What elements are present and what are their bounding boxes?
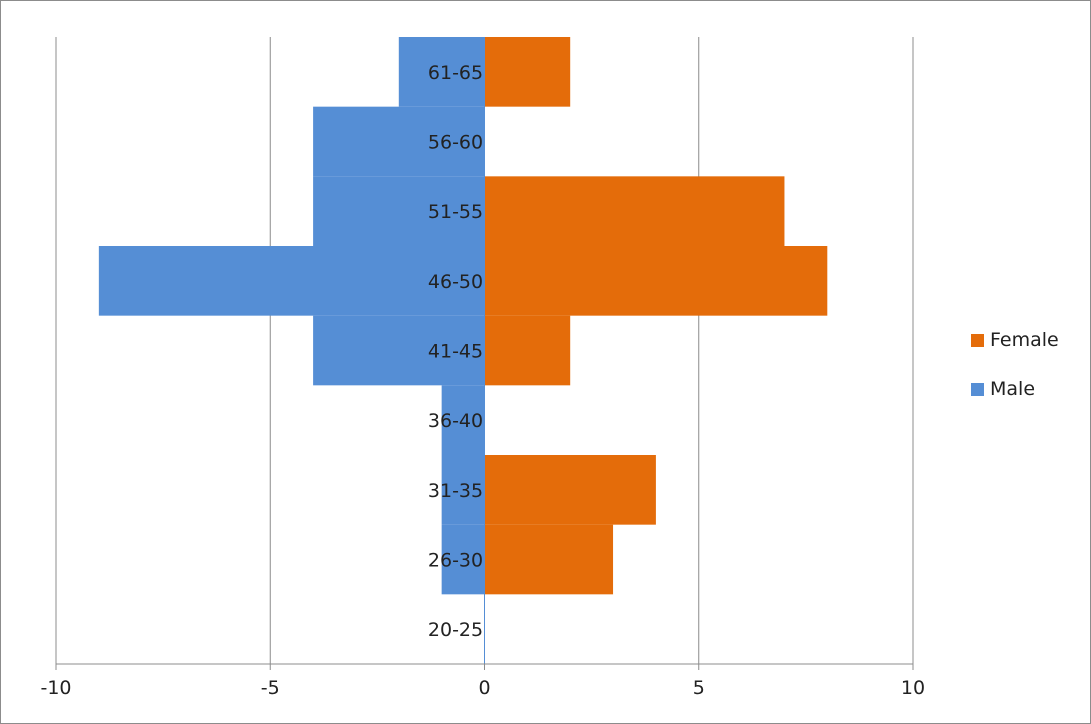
x-axis: -10 -5 0 5 10 xyxy=(40,37,925,699)
category-label: 56-60 xyxy=(428,132,483,154)
x-tick-label: 0 xyxy=(478,677,490,699)
legend-swatch-female xyxy=(971,334,984,347)
x-tick-label: -10 xyxy=(40,677,71,699)
bar-male-46-50 xyxy=(98,246,485,316)
bar-male-31-35 xyxy=(441,455,485,525)
legend-label-male: Male xyxy=(990,378,1035,400)
bar-female-51-55 xyxy=(484,176,785,246)
x-tick-label: 5 xyxy=(693,677,705,699)
bar-male-61-65 xyxy=(398,37,485,107)
category-label: 20-25 xyxy=(428,619,483,641)
gridlines xyxy=(55,37,914,664)
bar-female-26-30 xyxy=(484,524,614,595)
x-tick-label: 10 xyxy=(901,677,925,699)
bar-male-56-60 xyxy=(313,106,485,177)
category-label: 61-65 xyxy=(428,62,483,84)
legend-swatch-male xyxy=(971,383,984,396)
bar-male-26-30 xyxy=(441,524,485,595)
category-label: 41-45 xyxy=(428,341,483,363)
category-label: 46-50 xyxy=(428,271,483,293)
bar-male-51-55 xyxy=(313,176,485,246)
bar-male-41-45 xyxy=(313,315,485,386)
x-tick-label: -5 xyxy=(261,677,280,699)
bar-male-36-40 xyxy=(441,385,485,455)
category-labels: 20-25 26-30 31-35 36-40 41-45 46-50 51-55 56-60… xyxy=(428,62,483,641)
bar-female-31-35 xyxy=(484,455,656,525)
bars xyxy=(98,37,828,595)
bar-female-46-50 xyxy=(484,246,828,316)
category-label: 31-35 xyxy=(428,480,483,502)
category-label: 36-40 xyxy=(428,410,483,432)
category-label: 51-55 xyxy=(428,201,483,223)
bar-female-41-45 xyxy=(484,315,571,386)
bar-female-61-65 xyxy=(484,37,571,107)
legend: Female Male xyxy=(971,329,1059,400)
legend-label-female: Female xyxy=(990,329,1059,351)
category-label: 26-30 xyxy=(428,550,483,572)
